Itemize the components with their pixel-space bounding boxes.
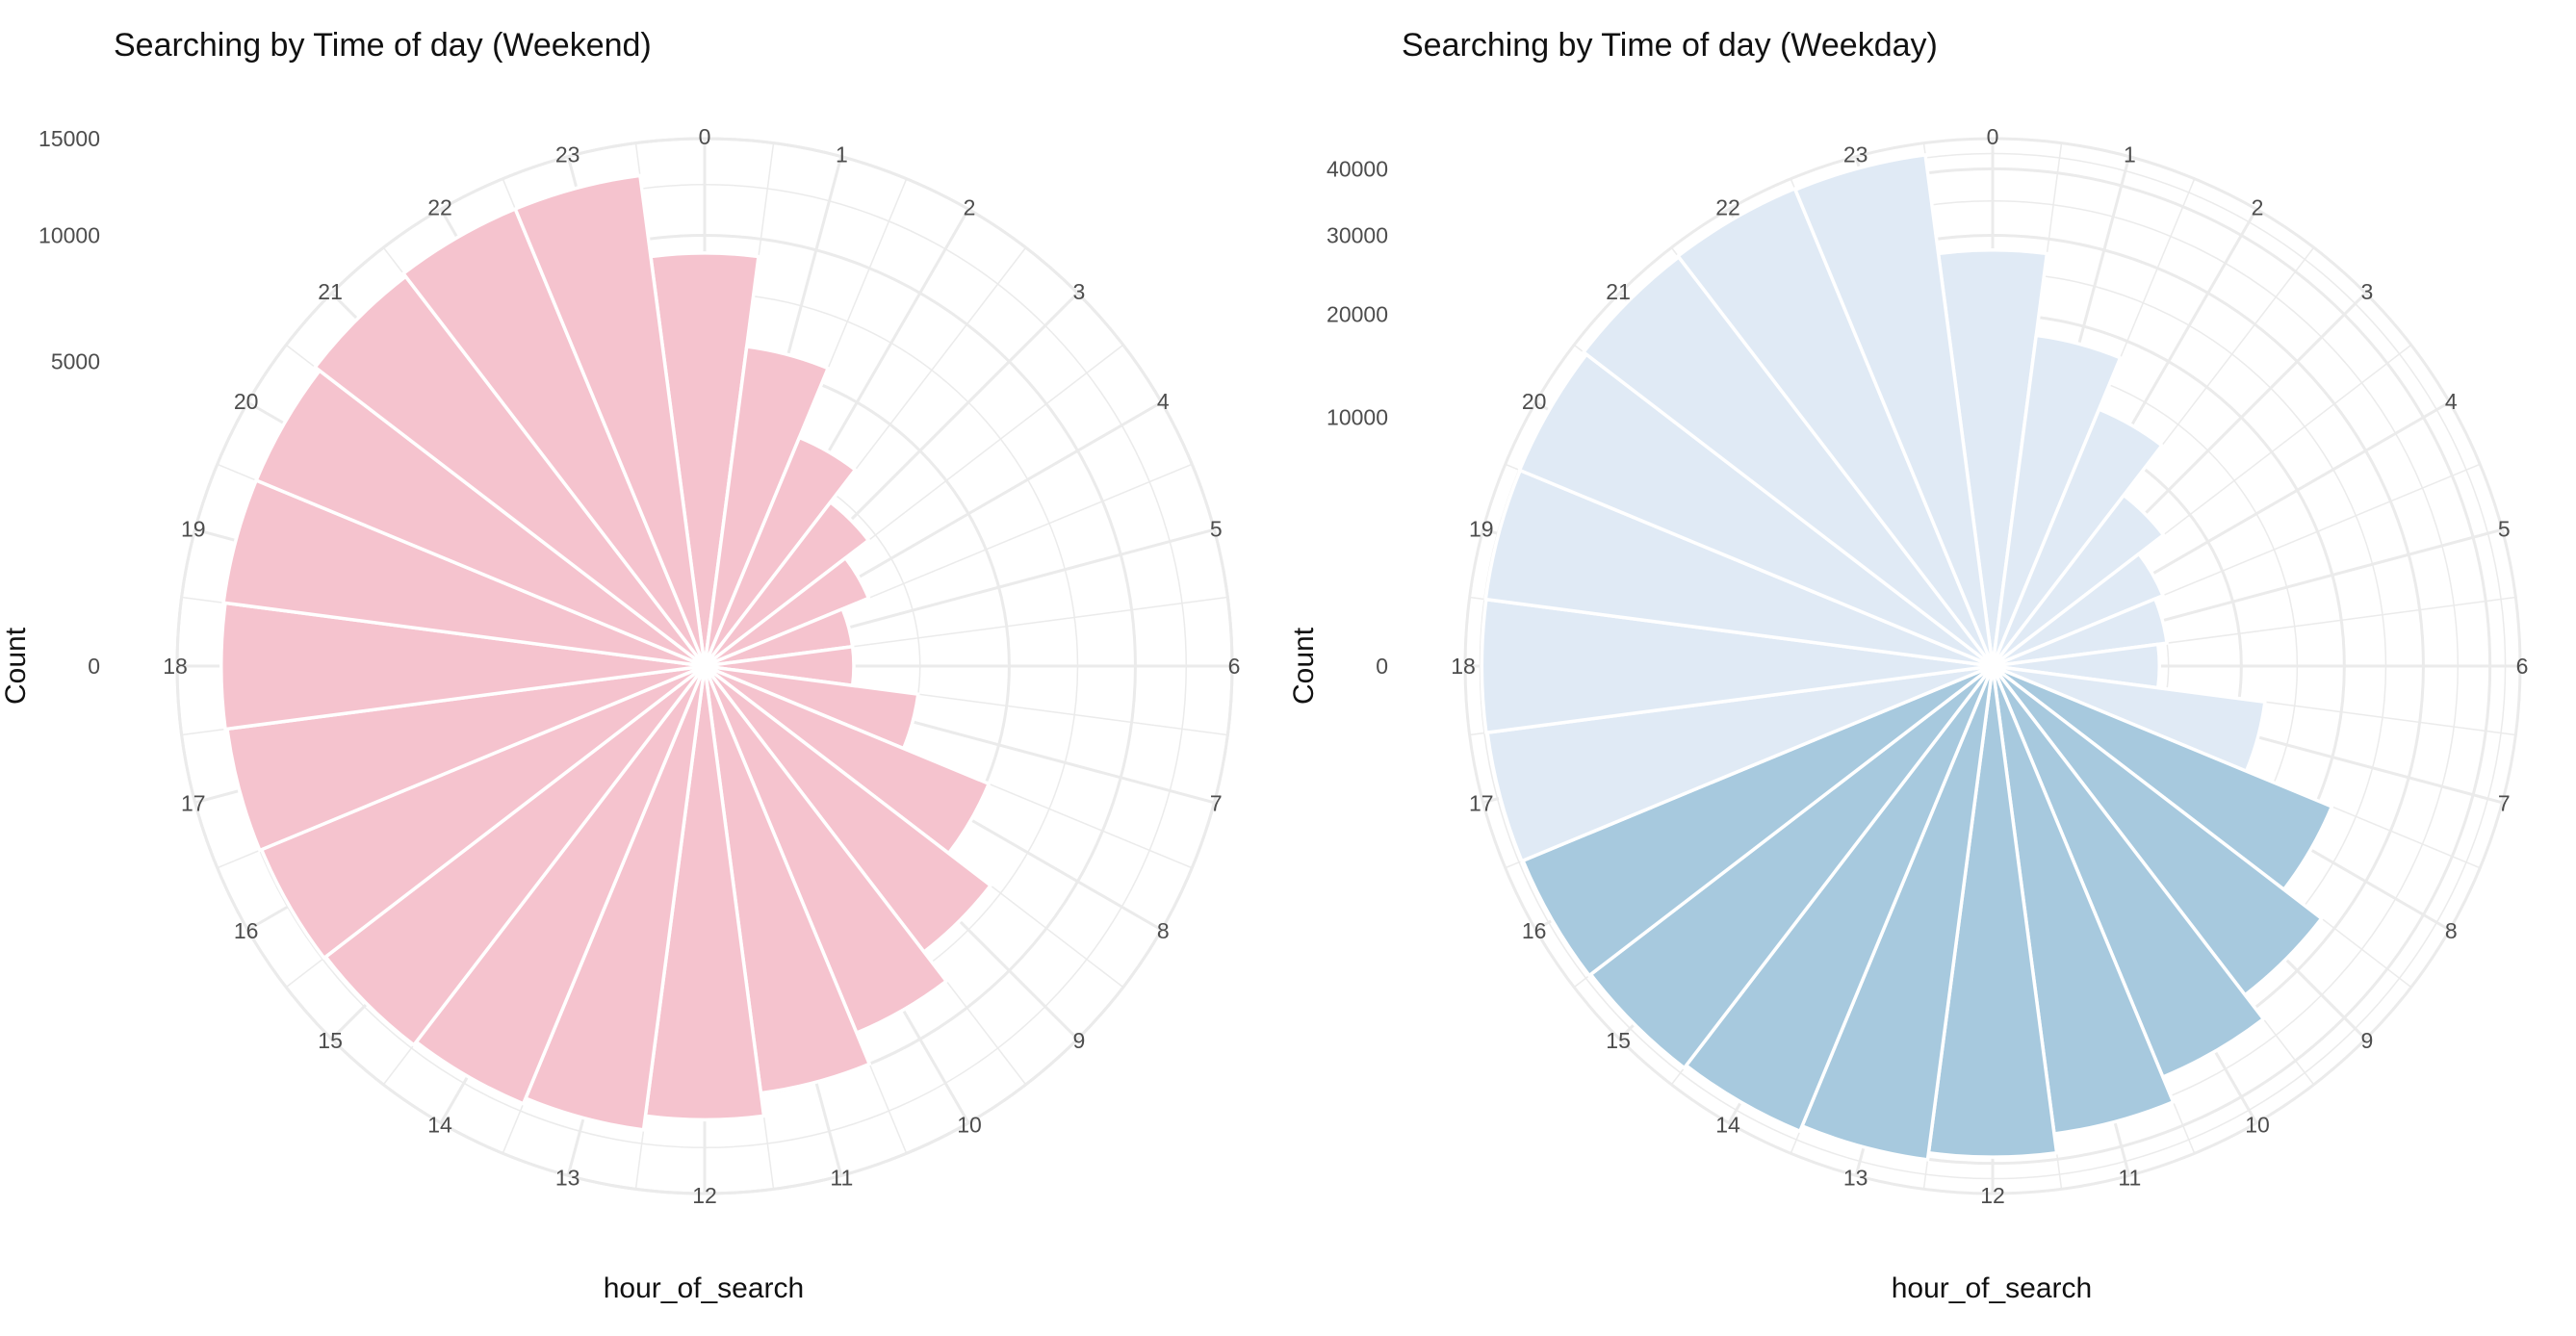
count-tick-label: 0 (1376, 654, 1388, 679)
hour-tick-label: 20 (1522, 389, 1547, 414)
bar-hour-4 (703, 555, 871, 668)
bar-hour-1 (1991, 333, 2123, 668)
hour-tick-label: 1 (2124, 142, 2136, 167)
bar-hour-23 (513, 173, 707, 668)
bars (1480, 153, 2334, 1162)
hour-tick-label: 16 (1522, 918, 1547, 943)
hour-tick-label: 20 (234, 389, 259, 414)
hour-tick-label: 18 (163, 654, 188, 679)
count-tick-label: 10000 (1327, 405, 1388, 430)
outer-grid-circle (175, 137, 1234, 1195)
minor-grid-circle (1479, 152, 2507, 1180)
y-axis-label: Count (0, 627, 32, 705)
hour-tick-label: 13 (555, 1165, 580, 1190)
hour-tick-label: 21 (318, 279, 343, 304)
hour-tick-label: 18 (1451, 654, 1476, 679)
hour-tick-label: 11 (2118, 1165, 2141, 1190)
count-tick-label: 0 (88, 654, 100, 679)
count-tick-label: 15000 (39, 126, 100, 151)
hour-tick-label: 17 (1469, 790, 1494, 815)
bar-hour-2 (1991, 407, 2164, 668)
hour-tick-label: 21 (1606, 279, 1631, 304)
hour-tick-label: 2 (964, 195, 976, 220)
hour-tick-label: 9 (1073, 1028, 1086, 1053)
hour-tick-label: 13 (1843, 1165, 1868, 1190)
hour-tick-label: 12 (1980, 1183, 2005, 1208)
hour-tick-label: 5 (2498, 517, 2511, 542)
hour-tick-label: 1 (836, 142, 848, 167)
hour-tick-label: 8 (2445, 918, 2458, 943)
chart-title: Searching by Time of day (Weekend) (114, 27, 652, 64)
hour-tick-label: 23 (1843, 142, 1868, 167)
bar-hour-3 (703, 501, 870, 668)
hour-tick-label: 10 (2245, 1112, 2270, 1137)
hour-tick-label: 4 (1157, 389, 1170, 414)
hour-tick-label: 15 (318, 1028, 343, 1053)
hour-tick-label: 11 (830, 1165, 853, 1190)
y-axis-label: Count (1288, 627, 1320, 705)
bar-hour-2 (703, 435, 858, 668)
hour-tick-label: 9 (2361, 1028, 2374, 1053)
hour-tick-label: 5 (1210, 517, 1223, 542)
count-tick-label: 10000 (39, 223, 100, 248)
hour-tick-label: 0 (699, 124, 711, 149)
count-tick-label: 5000 (51, 349, 100, 374)
hour-tick-label: 3 (2361, 279, 2374, 304)
bar-hour-1 (703, 345, 830, 668)
hour-tick-label: 4 (2445, 389, 2458, 414)
polar-plot-weekday: 0123456789101112131415161718192021222301… (1327, 124, 2528, 1208)
hour-tick-label: 6 (1228, 654, 1241, 679)
polar-plot-weekend: 0123456789101112131415161718192021222305… (39, 124, 1240, 1208)
count-tick-label: 40000 (1327, 156, 1388, 181)
hour-tick-label: 19 (1469, 517, 1494, 542)
hour-tick-label: 22 (1715, 195, 1740, 220)
x-axis-label: hour_of_search (603, 1272, 805, 1304)
x-axis-label: hour_of_search (1891, 1272, 2093, 1304)
hour-tick-label: 10 (957, 1112, 982, 1137)
hour-tick-label: 3 (1073, 279, 1086, 304)
hour-tick-label: 12 (692, 1183, 717, 1208)
hour-tick-label: 7 (1210, 790, 1223, 815)
bar-hour-4 (1991, 552, 2165, 668)
hour-tick-label: 23 (555, 142, 580, 167)
bar-hour-23 (1793, 153, 1995, 668)
hour-tick-label: 15 (1606, 1028, 1631, 1053)
count-tick-labels: 0 5000 10000 15000 (39, 126, 100, 679)
hour-tick-label: 19 (181, 517, 206, 542)
hour-tick-label: 17 (181, 790, 206, 815)
count-tick-labels: 0 10000 20000 30000 40000 (1327, 156, 1388, 679)
bar-hour-5 (1991, 597, 2169, 668)
hour-tick-label: 16 (234, 918, 259, 943)
chart-title: Searching by Time of day (Weekday) (1402, 27, 1938, 64)
hour-tick-label: 6 (2516, 654, 2529, 679)
hour-tick-label: 0 (1987, 124, 1999, 149)
bars (219, 173, 992, 1132)
hour-tick-label: 8 (1157, 918, 1170, 943)
outer-grid-circle (1463, 137, 2522, 1195)
bar-hour-3 (1991, 493, 2166, 668)
hour-tick-label: 22 (427, 195, 452, 220)
hour-tick-label: 7 (2498, 790, 2511, 815)
hour-tick-label: 14 (1715, 1112, 1740, 1137)
count-tick-label: 30000 (1327, 223, 1388, 248)
hour-tick-label: 2 (2252, 195, 2264, 220)
count-tick-label: 20000 (1327, 302, 1388, 327)
hour-tick-label: 14 (427, 1112, 452, 1137)
